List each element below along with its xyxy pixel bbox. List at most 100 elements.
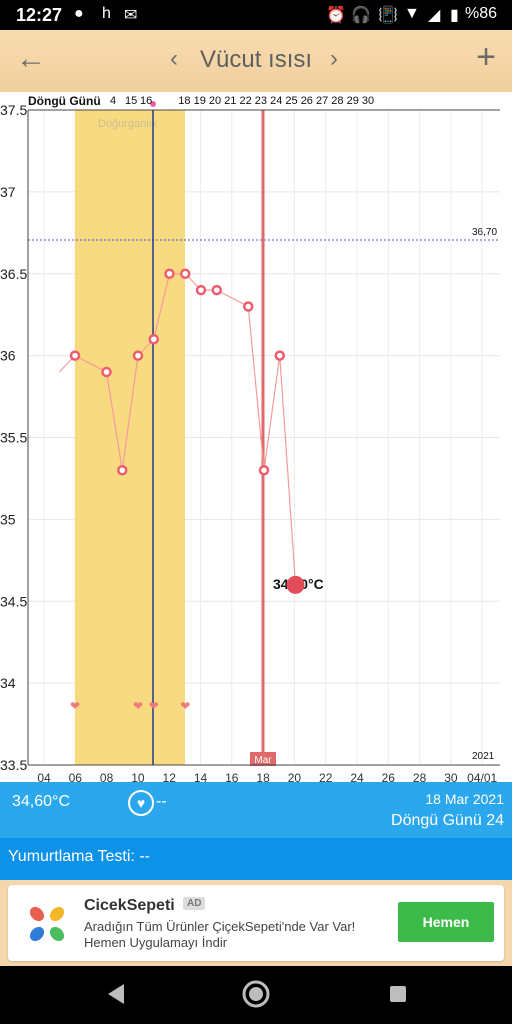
x-tick-label: 26: [382, 771, 396, 782]
temperature-point: [211, 284, 222, 296]
selected-date: 18 Mar 2021: [425, 791, 504, 807]
x-tick-label: 18: [256, 771, 270, 782]
x-tick-label: 04/01: [467, 771, 497, 782]
x-tick-label: 22: [319, 771, 333, 782]
x-tick-label: 12: [163, 771, 177, 782]
y-tick-label: 34: [0, 675, 16, 691]
cycle-day-number: 4: [110, 95, 116, 107]
temperature-line: [58, 273, 297, 585]
y-tick-label: 36: [0, 348, 16, 364]
temperature-point: [117, 465, 128, 476]
signal-icon: ◢: [428, 7, 441, 24]
fertile-label: Doğurganlık: [98, 118, 158, 130]
x-tick-label: 30: [444, 771, 458, 782]
heart-marker: ❤: [180, 699, 190, 713]
cycle-day-number: 18: [178, 95, 190, 107]
ovulation-test-bar[interactable]: Yumurtlama Testi: --: [0, 838, 512, 880]
temperature-point: [164, 268, 175, 279]
y-tick-label: 34.5: [0, 593, 27, 609]
cycle-day-number: 26: [301, 95, 313, 107]
status-bar: 12:27 ● h ✉ ⏰ 🎧 📳 ▼ ◢ ▮ %86: [0, 0, 512, 30]
ciceksepeti-logo-icon: [29, 906, 65, 942]
previous-chevron-icon[interactable]: ‹: [170, 45, 178, 72]
ad-badge: AD: [183, 897, 206, 910]
navigation-bar: [0, 966, 512, 1024]
heart-marker: ❤: [133, 699, 143, 713]
x-tick-label: 14: [194, 771, 208, 782]
x-tick-label: 28: [413, 771, 427, 782]
temperature-point: [101, 366, 112, 378]
next-chevron-icon[interactable]: ›: [330, 45, 338, 72]
month-badge: [250, 752, 276, 766]
temperature-point: [148, 334, 159, 345]
fertile-window: [75, 110, 185, 765]
chart-svg[interactable]: Doğurganlık 36,70 Mar 2021 34,60°C 37.53…: [0, 92, 512, 782]
x-tick-label: 16: [225, 771, 239, 782]
ad-banner[interactable]: CicekSepeti AD Aradığın Tüm Ürünler Çiçe…: [8, 885, 504, 961]
cycle-day-number: 25: [285, 95, 297, 107]
cycle-day-number: 28: [331, 95, 343, 107]
y-tick-label: 37.5: [0, 102, 27, 118]
temperature-chart[interactable]: Döngü Günü Doğurganlık 36,70 Mar 2021 34…: [0, 92, 512, 782]
temperature-point: [243, 301, 254, 312]
cycle-day-number: 15: [125, 95, 137, 107]
temperature-point: [69, 350, 81, 361]
y-tick-label: 35: [0, 511, 16, 527]
back-arrow-icon[interactable]: ←: [16, 42, 46, 75]
app-bar: ← ‹ Vücut ısısı › +: [0, 30, 512, 94]
add-entry-icon[interactable]: +: [476, 38, 496, 76]
ovulation-marker: [150, 101, 156, 107]
home-circle-icon[interactable]: [238, 976, 274, 1012]
heart-marker: ❤: [70, 699, 80, 713]
selected-temperature-point: [286, 575, 305, 594]
wifi-icon: ▼: [404, 5, 420, 22]
y-tick-label: 37: [0, 184, 16, 200]
cycle-day-value: Döngü Günü 24: [391, 812, 504, 829]
temperature-point: [195, 284, 207, 296]
temperature-point: [258, 465, 270, 476]
battery-percent: %86: [465, 5, 498, 22]
x-tick-label: 10: [131, 771, 145, 782]
ad-brand: CicekSepeti: [84, 897, 175, 914]
mood-value: --: [156, 793, 167, 810]
cycle-day-number: 22: [240, 95, 252, 107]
cycle-day-number: 21: [224, 95, 236, 107]
year-label: 2021: [472, 751, 495, 762]
back-triangle-icon[interactable]: [98, 976, 134, 1012]
alarm-icon: ⏰: [326, 7, 346, 24]
cycle-day-number: 23: [255, 95, 267, 107]
y-tick-label: 36.5: [0, 266, 27, 282]
recents-square-icon[interactable]: [380, 976, 416, 1012]
heart-marker: ❤: [149, 699, 159, 713]
info-bar: 34,60°C ♥ -- 18 Mar 2021 Döngü Günü 24: [0, 782, 512, 838]
cycle-day-number: 16: [140, 95, 152, 107]
temperature-value: 34,60°C: [12, 793, 70, 810]
ad-description: Aradığın Tüm Ürünler ÇiçekSepeti'nde Var…: [84, 919, 356, 950]
ovulation-test-label: Yumurtlama Testi: --: [8, 848, 150, 865]
y-tick-label: 33.5: [0, 757, 27, 773]
x-tick-label: 08: [100, 771, 114, 782]
cycle-day-number: 19: [194, 95, 206, 107]
cycle-day-number: 24: [270, 95, 282, 107]
heart-mood-icon[interactable]: ♥: [128, 790, 154, 816]
cycle-day-number: 20: [209, 95, 221, 107]
ad-cta-button[interactable]: Hemen: [398, 902, 494, 942]
temperature-point: [274, 350, 285, 361]
y-tick-label: 35.5: [0, 430, 27, 446]
cycle-day-number: 29: [347, 95, 359, 107]
x-tick-label: 04: [37, 771, 51, 782]
battery-icon: ▮: [450, 7, 459, 24]
month-label: Mar: [254, 755, 272, 766]
x-tick-label: 06: [69, 771, 83, 782]
spotify-icon: ●: [74, 5, 84, 22]
gmail-icon: ✉: [124, 7, 138, 24]
cycle-day-label: Döngü Günü: [28, 94, 101, 108]
page-title: Vücut ısısı: [200, 46, 313, 73]
x-tick-label: 24: [350, 771, 364, 782]
status-time: 12:27: [16, 5, 63, 25]
cycle-day-number: 27: [316, 95, 328, 107]
threshold-label: 36,70: [472, 227, 497, 238]
x-tick-label: 20: [288, 771, 302, 782]
cycle-day-number: 30: [362, 95, 374, 107]
headphones-icon: 🎧: [351, 7, 371, 24]
